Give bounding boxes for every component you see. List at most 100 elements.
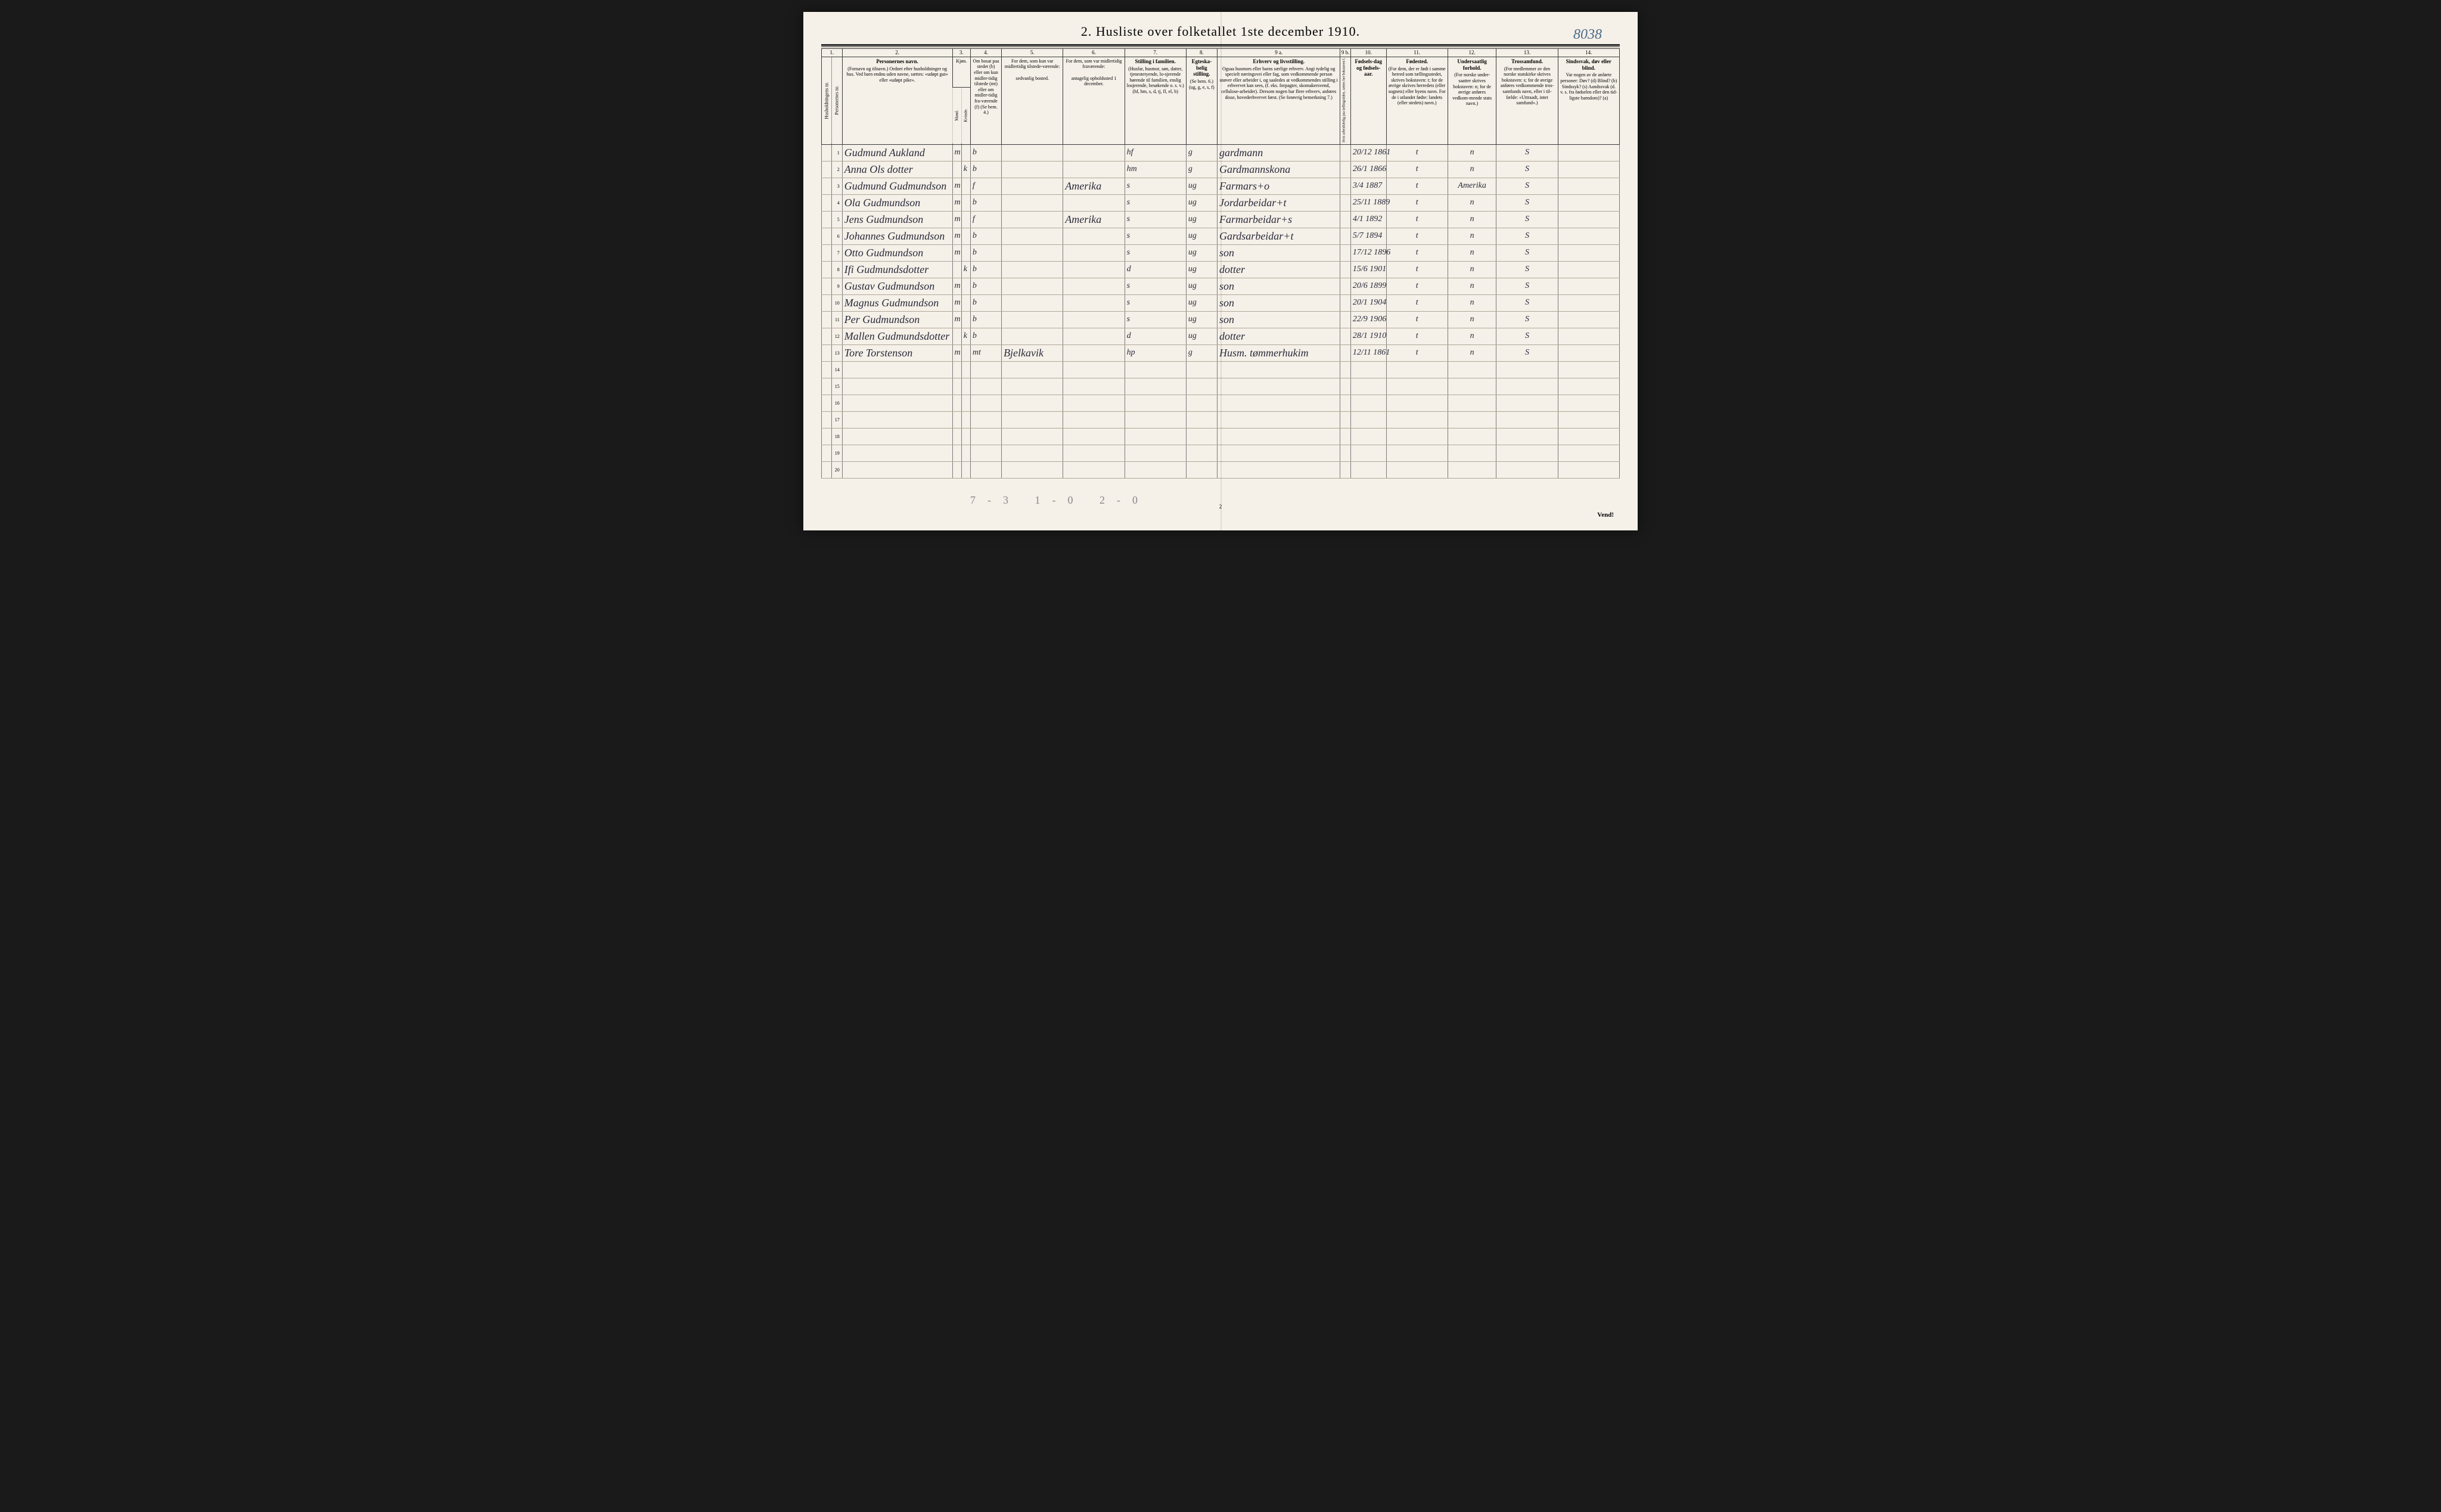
handwritten-value: t (1416, 164, 1418, 173)
cell: 20 (832, 461, 842, 478)
cell (842, 361, 952, 378)
cell: s (1125, 244, 1186, 261)
handwritten-value: g (1188, 148, 1192, 157)
cell (1002, 211, 1063, 228)
cell (822, 161, 832, 178)
colnum: 7. (1125, 49, 1186, 57)
cell: s (1125, 278, 1186, 294)
cell: ug (1186, 261, 1217, 278)
cell (1063, 278, 1125, 294)
handwritten-value: S (1525, 298, 1529, 307)
cell (1217, 395, 1340, 411)
cell: S (1496, 294, 1558, 311)
handwritten-value: Bjelkavik (1004, 347, 1044, 359)
handwritten-value: S (1525, 198, 1529, 207)
handwritten-value: Johannes Gudmundson (844, 230, 945, 242)
cell: 12/11 1861 (1350, 344, 1386, 361)
handwritten-value: S (1525, 248, 1529, 257)
cell: ug (1186, 278, 1217, 294)
handwritten-value: b (973, 164, 977, 173)
cell: Bjelkavik (1002, 344, 1063, 361)
cell: 20/12 1861 (1350, 144, 1386, 161)
cell: mt (970, 344, 1001, 361)
cell: gardmann (1217, 144, 1340, 161)
cell (1063, 161, 1125, 178)
cell: Gudmund Gudmundson (842, 178, 952, 194)
cell: S (1496, 278, 1558, 294)
hdr-c8: Egteska-belig stilling.(Se bem. 6.) (ug,… (1186, 57, 1217, 144)
cell (1340, 395, 1350, 411)
handwritten-value: Per Gudmundson (844, 313, 920, 325)
handwritten-value: 25/11 1889 (1353, 198, 1390, 207)
cell: m (952, 278, 961, 294)
cell (1340, 328, 1350, 344)
cell (961, 228, 970, 244)
cell: m (952, 311, 961, 328)
handwritten-value: S (1525, 215, 1529, 223)
handwritten-value: n (1470, 315, 1474, 324)
cell (952, 395, 961, 411)
handwritten-value: 5/7 1894 (1353, 231, 1382, 240)
colnum: 11. (1386, 49, 1448, 57)
hdr-c2: Personernes navn.(Fornavn og tilnavn.) O… (842, 57, 952, 144)
cell (1340, 211, 1350, 228)
hdr-c10: Fødsels-dag og fødsels-aar. (1350, 57, 1386, 144)
cell (1002, 361, 1063, 378)
handwritten-value: Gustav Gudmundson (844, 280, 935, 292)
cell (952, 378, 961, 395)
handwritten-value: t (1416, 231, 1418, 240)
cell (1002, 411, 1063, 428)
footer-vend: Vend! (1597, 511, 1614, 519)
cell (1002, 244, 1063, 261)
cell: 9 (832, 278, 842, 294)
cell (822, 244, 832, 261)
cell (1448, 395, 1496, 411)
cell: Anna Ols dotter (842, 161, 952, 178)
cell: ug (1186, 311, 1217, 328)
cell: t (1386, 328, 1448, 344)
handwritten-value: 12/11 1861 (1353, 348, 1390, 357)
cell (1063, 378, 1125, 395)
cell (842, 461, 952, 478)
cell: Mallen Gudmundsdotter (842, 328, 952, 344)
handwritten-value: 17/12 1896 (1353, 248, 1390, 257)
cell: S (1496, 328, 1558, 344)
handwritten-value: Ola Gudmundson (844, 197, 921, 209)
handwritten-value: b (973, 331, 977, 340)
cell (1063, 445, 1125, 461)
cell (1002, 194, 1063, 211)
handwritten-value: m (955, 298, 961, 307)
handwritten-value: s (1127, 315, 1130, 324)
handwritten-value: ug (1188, 331, 1197, 340)
cell: 3 (832, 178, 842, 194)
cell: 4/1 1892 (1350, 211, 1386, 228)
handwritten-value: Mallen Gudmundsdotter (844, 330, 949, 342)
cell: t (1386, 278, 1448, 294)
handwritten-value: t (1416, 315, 1418, 324)
cell (822, 194, 832, 211)
cell (822, 228, 832, 244)
cell: ug (1186, 211, 1217, 228)
cell: Ola Gudmundson (842, 194, 952, 211)
cell (1558, 411, 1619, 428)
colnum: 14. (1558, 49, 1619, 57)
cell (1496, 428, 1558, 445)
cell (1350, 445, 1386, 461)
handwritten-value: S (1525, 181, 1529, 190)
hdr-c11: Fødested.(For dem, der er født i samme h… (1386, 57, 1448, 144)
cell (1558, 211, 1619, 228)
cell: 10 (832, 294, 842, 311)
cell: Gustav Gudmundson (842, 278, 952, 294)
cell: t (1386, 178, 1448, 194)
cell (970, 361, 1001, 378)
table-row: 14 (822, 361, 1620, 378)
cell (1558, 328, 1619, 344)
cell (961, 361, 970, 378)
cell (970, 395, 1001, 411)
handwritten-value: k (964, 164, 967, 173)
cell (1496, 361, 1558, 378)
handwritten-value: Husm. tømmerhukim (1219, 347, 1309, 359)
handwritten-value: 26/1 1866 (1353, 164, 1386, 173)
handwritten-value: ug (1188, 198, 1197, 207)
handwritten-value: Gardsarbeidar+t (1219, 230, 1294, 242)
